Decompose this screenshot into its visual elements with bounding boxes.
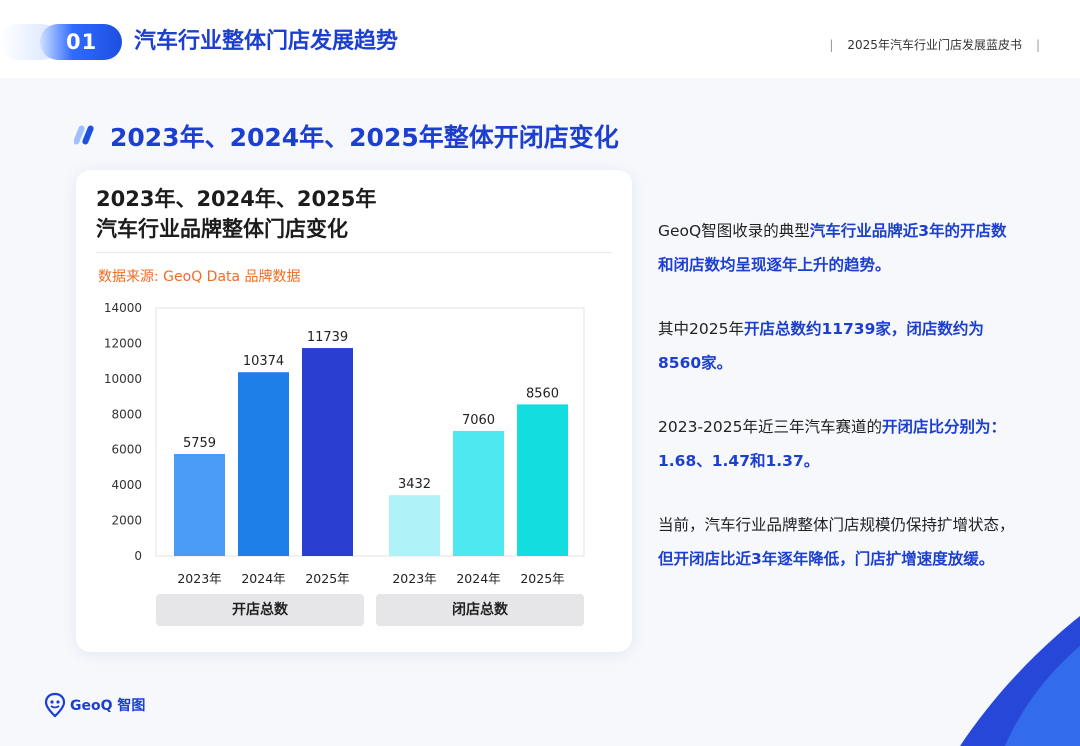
bar-value-label: 5759 xyxy=(183,436,216,451)
bar-value-label: 8560 xyxy=(526,386,559,401)
bar xyxy=(453,430,504,556)
report-name-text: 2025年汽车行业门店发展蓝皮书 xyxy=(847,38,1022,52)
chart-title-line1: 2023年、2024年、2025年 xyxy=(96,187,377,211)
section-title: 汽车行业整体门店发展趋势 xyxy=(134,29,399,54)
x-category-label: 2023年 xyxy=(392,571,436,586)
page-subtitle: 2023年、2024年、2025年整体开闭店变化 xyxy=(110,123,619,152)
body-text: GeoQ智图收录的典型 xyxy=(658,222,810,240)
summary-paragraph: 其中2025年开店总数约11739家，闭店数约为8560家。 xyxy=(658,312,1018,380)
data-source: 数据来源: GeoQ Data 品牌数据 xyxy=(98,269,301,285)
y-tick-label: 12000 xyxy=(104,336,142,350)
bar-chart: 0 2000 4000 6000 8000 10000 12000 14000 5759 2023… xyxy=(104,301,585,586)
bar xyxy=(174,453,225,556)
highlight-text: 开闭店比分别为：1.68、1.47和1.37。 xyxy=(658,418,1007,470)
chart-title: 2023年、2024年、2025年 汽车行业品牌整体门店变化 xyxy=(96,184,376,244)
highlight-text: 开店总数约11739家，闭店数约为8560家。 xyxy=(658,320,984,372)
bar-value-label: 11739 xyxy=(307,330,348,345)
bar-value-label: 7060 xyxy=(462,413,495,428)
report-name: | 2025年汽车行业门店发展蓝皮书 | xyxy=(815,36,1054,53)
slash-mark-icon xyxy=(74,125,94,145)
separator-right: | xyxy=(1035,38,1040,52)
x-category-label: 2023年 xyxy=(177,571,221,586)
summary-paragraph: 当前，汽车行业品牌整体门店规模仍保持扩增状态， 但开闭店比近3年逐年降低，门店扩增… xyxy=(658,508,1018,576)
group-label-open: 开店总数 xyxy=(156,594,364,626)
y-tick-label: 4000 xyxy=(111,478,142,492)
x-category-label: 2025年 xyxy=(520,571,564,586)
corner-decoration xyxy=(960,616,1080,746)
geoq-logo-icon xyxy=(44,692,66,718)
y-tick-label: 14000 xyxy=(104,301,142,315)
summary-paragraph: 2023-2025年近三年汽车赛道的开闭店比分别为：1.68、1.47和1.37… xyxy=(658,410,1018,478)
chart-card: 2023年、2024年、2025年 汽车行业品牌整体门店变化 数据来源: Geo… xyxy=(76,170,632,652)
body-text: 2023-2025年近三年汽车赛道的 xyxy=(658,418,882,436)
bar xyxy=(238,372,289,556)
group-label-close: 闭店总数 xyxy=(376,594,584,626)
y-tick-label: 2000 xyxy=(111,514,142,528)
bar xyxy=(389,495,440,556)
y-tick-label: 6000 xyxy=(111,443,142,457)
x-category-label: 2025年 xyxy=(305,571,349,586)
bar-value-label: 3432 xyxy=(398,477,431,492)
separator-left: | xyxy=(829,38,834,52)
top-header-bar: 01 汽车行业整体门店发展趋势 | 2025年汽车行业门店发展蓝皮书 | xyxy=(0,0,1080,78)
geoq-logo: GeoQ 智图 xyxy=(44,690,145,720)
section-number: 01 xyxy=(66,30,98,54)
summary-paragraph: GeoQ智图收录的典型汽车行业品牌近3年的开店数和闭店数均呈现逐年上升的趋势。 xyxy=(658,214,1018,282)
body-text: 当前，汽车行业品牌整体门店规模仍保持扩增状态， xyxy=(658,516,1015,534)
bar-value-label: 10374 xyxy=(243,354,284,369)
chart-title-line2: 汽车行业品牌整体门店变化 xyxy=(96,217,348,241)
logo-text: GeoQ 智图 xyxy=(70,698,146,714)
y-tick-label: 0 xyxy=(134,549,142,563)
section-pill xyxy=(40,24,122,60)
highlight-text: 汽车行业品牌近3年的开店数和闭店数均呈现逐年上升的趋势。 xyxy=(658,222,1007,274)
x-category-label: 2024年 xyxy=(456,571,500,586)
highlight-text: 但开闭店比近3年逐年降低，门店扩增速度放缓。 xyxy=(658,550,995,568)
plot-frame xyxy=(155,307,585,557)
x-category-label: 2024年 xyxy=(241,571,285,586)
bar xyxy=(517,404,568,556)
y-tick-label: 8000 xyxy=(111,407,142,421)
y-tick-label: 10000 xyxy=(104,372,142,386)
body-text: 其中2025年 xyxy=(658,320,744,338)
title-divider xyxy=(96,252,612,253)
bar xyxy=(302,348,353,556)
